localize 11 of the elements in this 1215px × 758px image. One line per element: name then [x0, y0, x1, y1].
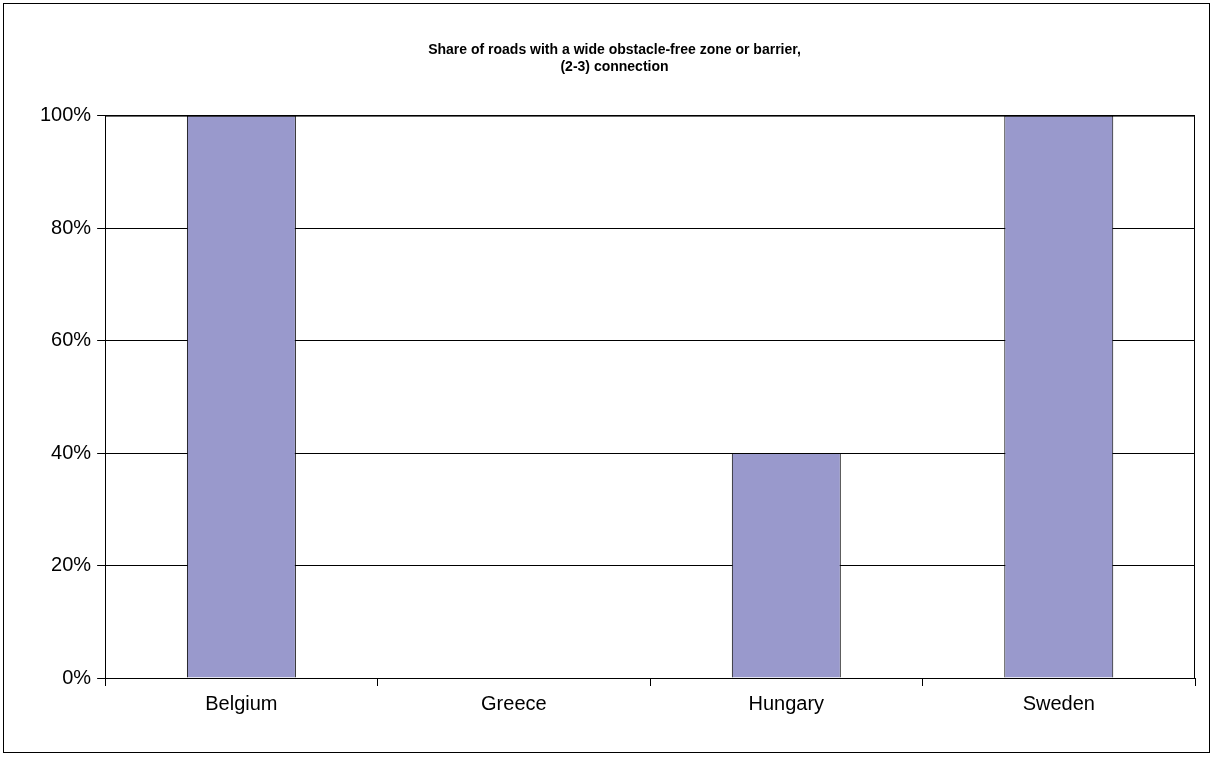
x-tick-label: Hungary — [748, 691, 825, 714]
y-tick-label: 40% — [51, 440, 92, 463]
y-tick-label: 80% — [51, 215, 92, 238]
x-tick-label: Sweden — [1022, 691, 1095, 714]
y-tick-label: 20% — [51, 553, 92, 576]
x-tick-label: Belgium — [205, 691, 278, 714]
x-tick-label: Greece — [481, 691, 547, 714]
y-tick-label: 60% — [51, 328, 92, 351]
y-tick-label: 0% — [62, 665, 92, 688]
y-tick-label: 100% — [40, 103, 92, 126]
chart-title: Share of roads with a wide obstacle-free zone or barrier, (2-3) connection — [428, 41, 801, 75]
